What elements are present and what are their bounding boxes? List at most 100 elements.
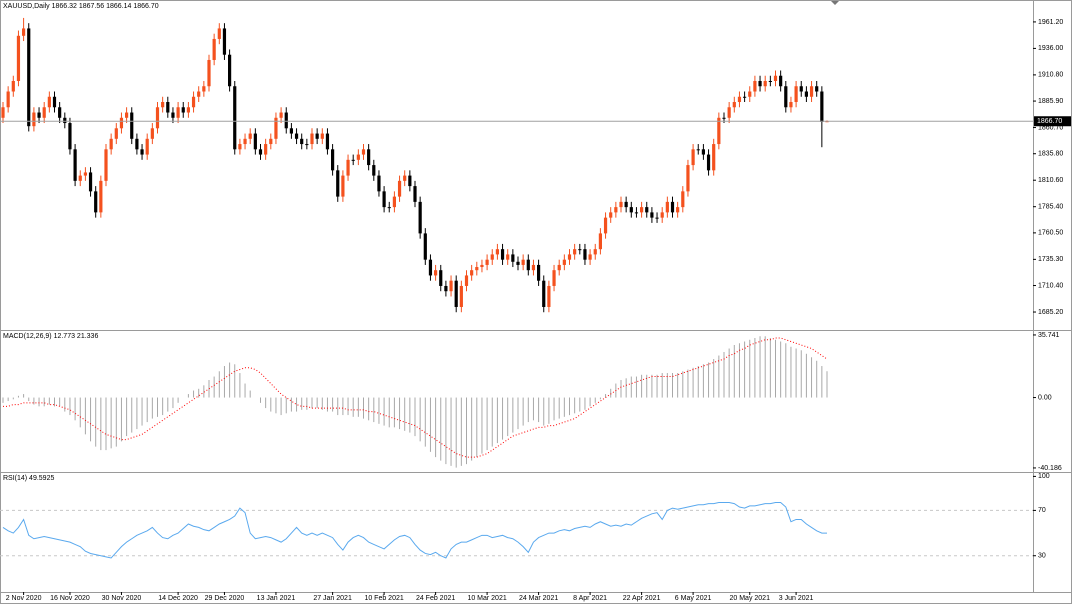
candle-body — [68, 123, 72, 150]
candle-body — [660, 212, 664, 218]
candle-body — [609, 212, 613, 218]
candle-body — [135, 138, 139, 150]
candle-body — [603, 217, 608, 234]
candle-body — [130, 112, 134, 139]
candle-body — [140, 149, 144, 155]
candle-body — [444, 285, 448, 292]
candle-body — [727, 107, 731, 118]
candle-body — [634, 212, 639, 214]
x-tick-label: 3 Jun 2021 — [779, 595, 814, 602]
candle-body — [804, 91, 808, 97]
y-tick-label: 30 — [1038, 553, 1046, 560]
candle-body — [341, 175, 345, 197]
candle-body — [552, 270, 556, 286]
candle-body — [686, 165, 690, 192]
candle-body — [16, 35, 21, 81]
candle-body — [578, 249, 582, 251]
candle-body — [490, 254, 494, 260]
candle-body — [22, 28, 26, 36]
candle-body — [222, 28, 227, 55]
candle-body — [691, 149, 695, 166]
candle-body — [562, 259, 566, 265]
candle-body — [624, 201, 628, 208]
candle-body — [485, 259, 489, 265]
candle-body — [454, 280, 458, 307]
candle-body — [83, 172, 87, 176]
y-tick-label: 100 — [1038, 473, 1050, 480]
candle-body — [186, 107, 190, 113]
candle-body — [300, 138, 304, 145]
candle-body — [346, 159, 350, 176]
candle-body — [573, 249, 577, 255]
x-tick-label: 14 Dec 2020 — [158, 595, 198, 602]
candle-body — [207, 59, 211, 87]
candle-body — [583, 249, 587, 260]
candle-body — [336, 170, 340, 197]
x-tick-label: 22 Apr 2021 — [623, 595, 661, 602]
candle-body — [464, 275, 469, 286]
candle-body — [521, 259, 525, 265]
candle-body — [119, 117, 124, 129]
candle-body — [753, 80, 757, 92]
candle-body — [557, 264, 561, 271]
candle-body — [722, 117, 726, 119]
candle-body — [470, 270, 474, 276]
candle-body — [480, 264, 484, 268]
x-tick-label: 8 Apr 2021 — [573, 595, 607, 602]
candle-body — [717, 117, 721, 145]
candle-body — [125, 112, 129, 118]
candle-body — [665, 201, 669, 213]
candle-body — [351, 159, 355, 161]
x-tick-label: 13 Jan 2021 — [257, 595, 296, 602]
candle-body — [768, 80, 772, 82]
candle-body — [809, 86, 814, 97]
x-tick-label: 16 Nov 2020 — [50, 595, 90, 602]
x-tick-label: 24 Mar 2021 — [519, 595, 558, 602]
x-tick-label: 20 May 2021 — [730, 595, 771, 602]
candle-body — [593, 249, 597, 255]
candle-body — [629, 207, 633, 213]
candle-body — [150, 128, 154, 139]
x-tick-label: 24 Feb 2021 — [416, 595, 455, 602]
rsi-line — [2, 501, 827, 559]
candle-body — [37, 112, 41, 118]
candle-body — [449, 280, 453, 292]
candle-body — [248, 133, 252, 139]
candle-body — [109, 138, 113, 150]
candle-body — [397, 180, 402, 197]
candle-body — [789, 102, 793, 108]
candle-body — [423, 233, 427, 260]
candle-body — [537, 264, 541, 281]
candle-body — [361, 149, 366, 155]
signal-line — [3, 337, 828, 458]
candle-body — [645, 207, 649, 213]
candle-body — [542, 280, 546, 307]
candle-body — [104, 149, 108, 181]
candle-body — [459, 285, 463, 307]
candle-body — [712, 144, 716, 171]
candle-body — [310, 133, 314, 145]
candle-body — [238, 144, 242, 150]
x-tick-label: 2 Nov 2020 — [6, 595, 42, 602]
x-tick-label: 6 May 2021 — [675, 595, 712, 602]
candle-body — [547, 285, 551, 307]
candle-body — [799, 86, 803, 92]
candle-body — [258, 149, 263, 155]
candle-body — [47, 96, 51, 108]
candle-body — [516, 261, 520, 265]
candle-body — [114, 128, 118, 139]
candle-body — [748, 91, 752, 97]
candle-body — [794, 86, 798, 103]
candle-body — [145, 138, 149, 155]
candle-body — [392, 196, 396, 208]
y-tick-label: 70 — [1038, 507, 1046, 514]
candle-body — [614, 207, 618, 213]
candle-body — [526, 259, 530, 271]
y-tick-label: 35.741 — [1038, 332, 1060, 339]
candle-body — [588, 254, 592, 260]
candle-body — [737, 96, 742, 103]
price-label-box — [1034, 116, 1071, 127]
